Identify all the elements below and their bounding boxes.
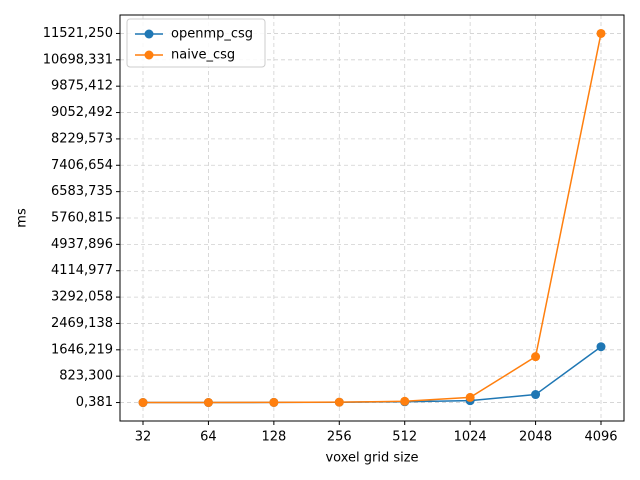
y-tick-label: 7406,654 bbox=[51, 158, 113, 173]
y-tick-label: 10698,331 bbox=[43, 52, 113, 67]
data-point bbox=[531, 390, 541, 400]
y-tick-label: 11521,250 bbox=[43, 26, 113, 41]
data-point bbox=[596, 342, 606, 352]
y-tick-label: 6583,735 bbox=[51, 184, 113, 199]
y-tick-label: 4114,977 bbox=[51, 263, 113, 278]
y-axis-label: ms bbox=[15, 208, 30, 228]
y-tick-label: 1646,219 bbox=[51, 342, 113, 357]
plot-area bbox=[120, 15, 624, 421]
x-tick-label: 64 bbox=[200, 430, 217, 445]
x-tick-label: 512 bbox=[392, 430, 417, 445]
legend-label: naive_csg bbox=[171, 48, 235, 63]
y-tick-label: 8229,573 bbox=[51, 131, 113, 146]
y-tick-label: 2469,138 bbox=[51, 316, 113, 331]
y-tick-label: 4937,896 bbox=[51, 237, 113, 252]
data-point bbox=[138, 398, 148, 408]
y-tick-label: 9875,412 bbox=[51, 79, 113, 94]
x-tick-label: 1024 bbox=[454, 430, 487, 445]
legend-label: openmp_csg bbox=[171, 27, 253, 42]
data-point bbox=[334, 397, 344, 407]
series-line bbox=[142, 33, 602, 404]
x-tick-label: 32 bbox=[135, 430, 152, 445]
data-point bbox=[269, 397, 279, 407]
y-tick-label: 0,381 bbox=[76, 395, 113, 410]
y-tick-label: 823,300 bbox=[59, 369, 113, 384]
x-tick-label: 128 bbox=[261, 430, 286, 445]
x-tick-label: 2048 bbox=[519, 430, 552, 445]
data-point bbox=[531, 352, 541, 362]
data-point bbox=[203, 397, 213, 407]
y-tick-label: 3292,058 bbox=[51, 290, 113, 305]
y-tick-label: 9052,492 bbox=[51, 105, 113, 120]
data-point bbox=[400, 396, 410, 406]
x-tick-label: 256 bbox=[327, 430, 352, 445]
x-tick-label: 4096 bbox=[584, 430, 617, 445]
data-point bbox=[596, 28, 606, 38]
legend-marker bbox=[144, 29, 154, 39]
x-axis-label: voxel grid size bbox=[325, 451, 418, 466]
y-tick-label: 5760,815 bbox=[51, 210, 113, 225]
data-point bbox=[465, 392, 475, 402]
legend-marker bbox=[144, 50, 154, 60]
